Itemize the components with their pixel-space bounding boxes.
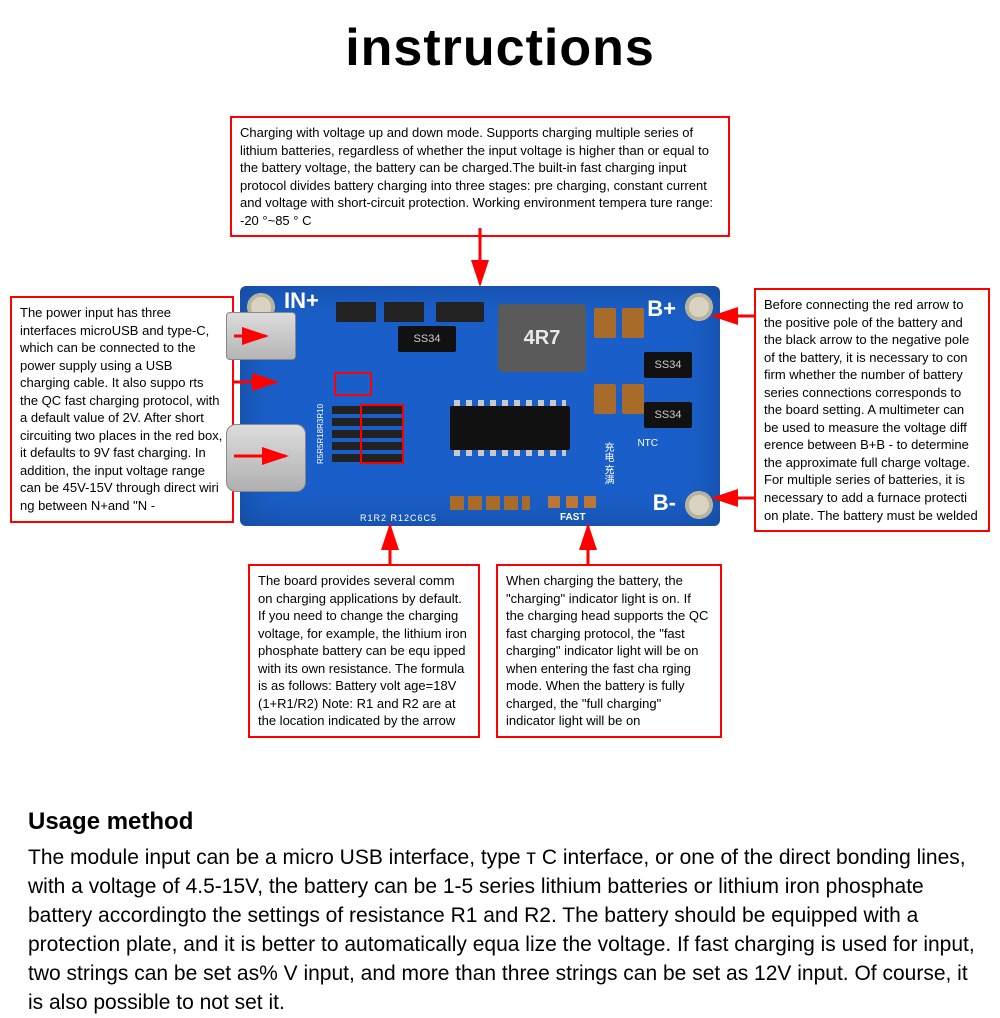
silk-ntc: NTC — [637, 438, 658, 449]
label-b-minus: B- — [653, 490, 676, 516]
cap-1 — [594, 308, 616, 338]
cap-row — [450, 496, 530, 510]
pcb-board: IN+ B+ B- 4R7 SS34 SS34 SS34 R5R5R18R3R1… — [240, 286, 720, 526]
callout-top: Charging with voltage up and down mode. … — [230, 116, 730, 237]
led-1 — [548, 496, 560, 508]
diode-ss34-2: SS34 — [644, 352, 692, 378]
pad-bottom-right — [682, 488, 716, 522]
redbox-qc — [334, 372, 372, 396]
inductor-4r7: 4R7 — [498, 304, 586, 372]
callout-left: The power input has three interfaces mic… — [10, 296, 234, 523]
led-3 — [584, 496, 596, 508]
usage-title: Usage method — [28, 808, 193, 836]
pad-top-right — [682, 290, 716, 324]
smd-2 — [384, 302, 424, 322]
cap-3 — [594, 384, 616, 414]
usage-body: The module input can be a micro USB inte… — [28, 844, 980, 1018]
label-in-plus: IN+ — [284, 288, 319, 314]
silk-fast: FAST — [560, 512, 586, 523]
redbox-r1r2 — [360, 404, 404, 464]
callout-bottom-left: The board provides several comm on charg… — [248, 564, 480, 738]
diode-ss34-3: SS34 — [644, 402, 692, 428]
usb-c-port — [226, 424, 306, 492]
smd-1 — [336, 302, 376, 322]
callout-right: Before connecting the red arrow to the p… — [754, 288, 990, 532]
main-ic — [450, 406, 570, 450]
usb-micro-port — [226, 312, 296, 360]
callout-bottom-right: When charging the battery, the "charging… — [496, 564, 722, 738]
cap-2 — [622, 308, 644, 338]
silk-bottom: R1R2 R12C6C5 — [360, 513, 437, 523]
smd-3 — [436, 302, 484, 322]
label-b-plus: B+ — [647, 296, 676, 322]
led-2 — [566, 496, 578, 508]
silk-r-row: R5R5R18R3R10 — [316, 404, 325, 464]
silk-chinese: 充电 充满 — [600, 442, 615, 485]
diode-ss34-1: SS34 — [398, 326, 456, 352]
page-title: instructions — [0, 18, 1000, 78]
cap-4 — [622, 384, 644, 414]
